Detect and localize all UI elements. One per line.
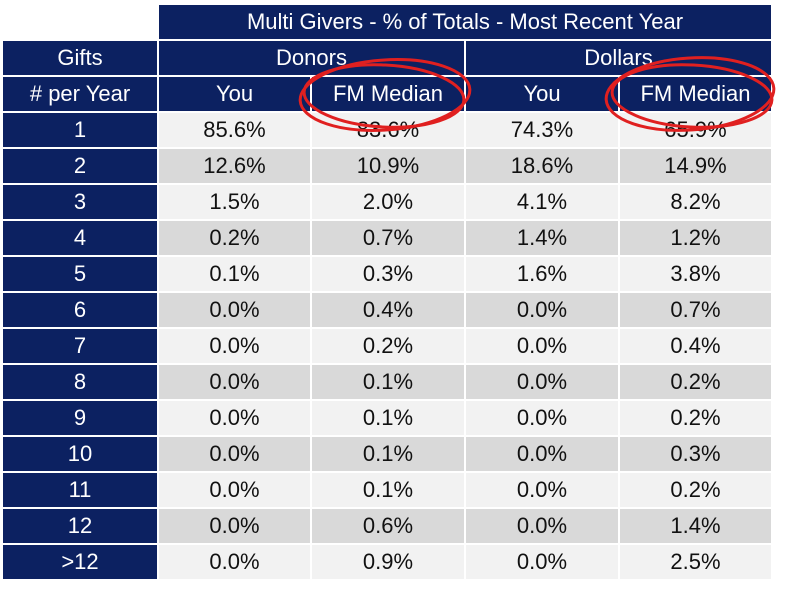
dollars-fm-median-header: FM Median	[620, 77, 771, 111]
table-cell: 0.7%	[620, 293, 771, 327]
table-cell: 0.0%	[466, 293, 618, 327]
group-header-donors: Donors	[159, 41, 464, 75]
table-cell: 1.4%	[620, 509, 771, 543]
row-label: 5	[3, 257, 157, 291]
table-cell: 2.5%	[620, 545, 771, 579]
row-header-gifts: Gifts	[3, 41, 157, 75]
table-cell: 0.1%	[312, 437, 464, 471]
table-cell: 0.0%	[159, 365, 310, 399]
table-cell: 83.6%	[312, 113, 464, 147]
table-cell: 0.0%	[466, 401, 618, 435]
table-cell: 0.0%	[466, 329, 618, 363]
table-cell: 0.3%	[620, 437, 771, 471]
row-label: 2	[3, 149, 157, 183]
row-label: 4	[3, 221, 157, 255]
table-cell: 0.2%	[159, 221, 310, 255]
table-cell: 0.1%	[159, 257, 310, 291]
table-cell: 74.3%	[466, 113, 618, 147]
table-cell: 0.0%	[159, 293, 310, 327]
donors-you-header: You	[159, 77, 310, 111]
row-label: 1	[3, 113, 157, 147]
table-cell: 3.8%	[620, 257, 771, 291]
row-label: 3	[3, 185, 157, 219]
table-cell: 0.1%	[312, 473, 464, 507]
row-label: >12	[3, 545, 157, 579]
table-cell: 12.6%	[159, 149, 310, 183]
table-cell: 0.0%	[466, 545, 618, 579]
table-cell: 0.0%	[466, 473, 618, 507]
table-cell: 0.4%	[312, 293, 464, 327]
table-cell: 85.6%	[159, 113, 310, 147]
table-cell: 1.6%	[466, 257, 618, 291]
table-cell: 0.0%	[159, 545, 310, 579]
table-cell: 0.0%	[159, 473, 310, 507]
table-cell: 1.4%	[466, 221, 618, 255]
table-cell: 0.7%	[312, 221, 464, 255]
row-label: 8	[3, 365, 157, 399]
table-cell: 0.0%	[466, 437, 618, 471]
table-cell: 0.1%	[312, 365, 464, 399]
dollars-you-header: You	[466, 77, 618, 111]
row-label: 6	[3, 293, 157, 327]
table-title: Multi Givers - % of Totals - Most Recent…	[159, 5, 771, 39]
table-cell: 10.9%	[312, 149, 464, 183]
table-cell: 0.2%	[620, 401, 771, 435]
table-cell: 0.3%	[312, 257, 464, 291]
table-cell: 0.1%	[312, 401, 464, 435]
row-label: 10	[3, 437, 157, 471]
table-cell: 8.2%	[620, 185, 771, 219]
corner-blank	[3, 5, 157, 39]
row-label: 7	[3, 329, 157, 363]
table-cell: 0.6%	[312, 509, 464, 543]
table-cell: 65.9%	[620, 113, 771, 147]
row-label: 12	[3, 509, 157, 543]
table-cell: 4.1%	[466, 185, 618, 219]
table-cell: 0.0%	[159, 509, 310, 543]
donors-fm-median-header: FM Median	[312, 77, 464, 111]
table-cell: 18.6%	[466, 149, 618, 183]
table-cell: 1.5%	[159, 185, 310, 219]
group-header-dollars: Dollars	[466, 41, 771, 75]
table-cell: 2.0%	[312, 185, 464, 219]
table-cell: 0.0%	[159, 437, 310, 471]
table-cell: 0.0%	[159, 401, 310, 435]
row-label: 11	[3, 473, 157, 507]
table-cell: 0.2%	[620, 365, 771, 399]
table-cell: 0.0%	[466, 509, 618, 543]
table-cell: 0.9%	[312, 545, 464, 579]
row-label: 9	[3, 401, 157, 435]
table-cell: 0.2%	[620, 473, 771, 507]
table-cell: 14.9%	[620, 149, 771, 183]
row-header-per-year: # per Year	[3, 77, 157, 111]
table-cell: 0.0%	[466, 365, 618, 399]
table-cell: 1.2%	[620, 221, 771, 255]
table-cell: 0.0%	[159, 329, 310, 363]
table-cell: 0.2%	[312, 329, 464, 363]
table-cell: 0.4%	[620, 329, 771, 363]
